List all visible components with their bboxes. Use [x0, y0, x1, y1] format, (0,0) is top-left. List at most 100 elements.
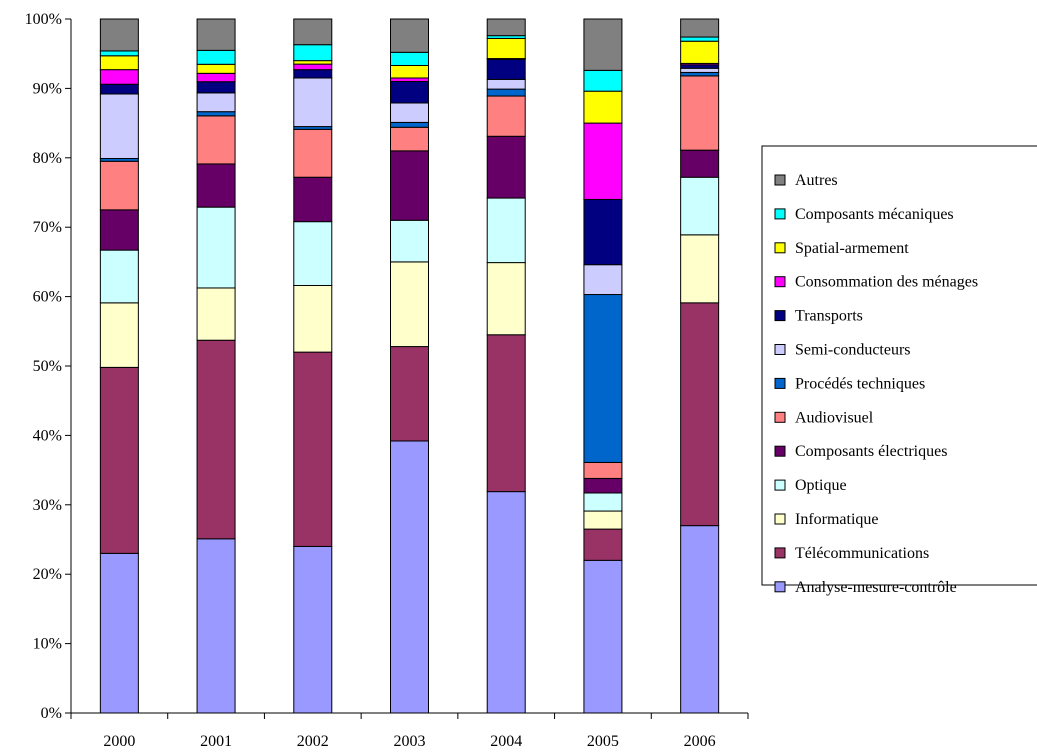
bar-segment [390, 219, 429, 263]
legend-label: Composants mécaniques [795, 206, 954, 223]
axes-layer: 0%10%20%30%40%50%60%70%80%90%100% 2000 20… [25, 11, 749, 750]
legend: Autres Composants mécaniques Spatial-armem… [761, 145, 1037, 596]
legend-swatch [774, 411, 786, 423]
bar-segment [99, 50, 139, 57]
bar-segment [293, 60, 333, 65]
legend-box [761, 145, 1037, 586]
legend-label: Analyse-mesure-contrôle [795, 579, 957, 596]
bar-segment [680, 302, 720, 527]
legend-label: Composants électriques [795, 443, 947, 460]
bar-segment [486, 135, 526, 199]
bar-segment [583, 492, 623, 512]
bar-segment [680, 149, 720, 178]
y-tick-label: 50% [33, 358, 62, 375]
bar-segment [99, 249, 139, 304]
bars-layer [99, 18, 720, 714]
y-tick-label: 40% [33, 427, 62, 444]
bar-segment [196, 18, 236, 51]
bar-segment [583, 559, 623, 714]
y-tick-label: 0% [41, 705, 62, 722]
legend-label: Audiovisuel [795, 409, 874, 426]
legend-label: Transports [795, 308, 863, 325]
bar-segment [486, 58, 526, 80]
bar-segment [486, 262, 526, 336]
bar-segment [680, 234, 720, 304]
bar-segment [293, 69, 333, 79]
bar-segment [486, 334, 526, 493]
bar-segment [99, 83, 139, 95]
bar-segment [293, 18, 333, 46]
bar-segment [390, 51, 429, 66]
y-tick-label: 100% [25, 11, 62, 28]
y-tick-label: 90% [33, 80, 62, 97]
bar-segment [680, 75, 720, 151]
legend-swatch [774, 479, 786, 491]
legend-swatch [774, 513, 786, 525]
y-ticks: 0% 10% 20% 30% 40% 50% 60% 70% 80% 90% 100% [25, 11, 71, 722]
bar-segment [99, 160, 139, 211]
bar-segment [680, 67, 720, 73]
legend-swatch [774, 208, 786, 220]
x-tick-label: 2001 [200, 733, 232, 750]
bar-segment [99, 18, 139, 52]
legend-label: Consommation des ménages [795, 274, 978, 291]
bar-segment [196, 81, 236, 94]
bar-segment [583, 90, 623, 124]
x-tick-label: 2005 [587, 733, 619, 750]
x-tick-label: 2004 [490, 733, 522, 750]
bar-segment [390, 121, 429, 128]
bar-segment [583, 528, 623, 561]
bar-segment [390, 80, 429, 104]
bar-segment [583, 510, 623, 530]
bar-segment [583, 69, 623, 92]
bar-segment [486, 88, 526, 97]
x-tick-label: 2003 [394, 733, 426, 750]
bar-segment [99, 55, 139, 71]
x-tick-label: 2000 [103, 733, 135, 750]
legend-label: Autres [795, 172, 838, 189]
bar-segment [99, 93, 139, 159]
legend-label: Semi-conducteurs [795, 342, 911, 359]
y-tick-label: 10% [33, 636, 62, 653]
bar-segment [196, 287, 236, 341]
bar-segment [293, 63, 333, 71]
bar-segment [390, 440, 429, 714]
legend-label: Procédés techniques [795, 375, 925, 392]
bar-segment [680, 36, 720, 42]
legend-label: Informatique [795, 511, 879, 528]
bar-segment [583, 477, 623, 494]
legend-swatch [774, 174, 786, 186]
bar-segment [196, 111, 236, 117]
y-tick-label: 70% [33, 219, 62, 236]
bar-segment [196, 163, 236, 208]
bar-segment [390, 150, 429, 221]
bar-segment [196, 206, 236, 289]
bar-segment [99, 302, 139, 368]
x-tick-label: 2002 [297, 733, 329, 750]
bar-segment [390, 64, 429, 79]
bar-segment [680, 40, 720, 64]
bar-segment [583, 264, 623, 296]
bar-segment [293, 351, 333, 547]
x-ticks: 2000 2001 2002 2003 2004 2005 2006 [70, 713, 749, 750]
bar-segment [680, 64, 720, 69]
bar-segment [99, 209, 139, 251]
bar-segment [390, 126, 429, 152]
bar-segment [680, 71, 720, 77]
bar-segment [196, 339, 236, 540]
bar-segment [680, 176, 720, 236]
bar-segment [293, 545, 333, 714]
legend-swatch [774, 276, 786, 288]
bar-segment [390, 261, 429, 348]
bar-segment [196, 115, 236, 165]
bar-segment [583, 122, 623, 200]
bar-segment [680, 18, 720, 38]
bar-segment [196, 49, 236, 65]
bar-segment [680, 525, 720, 714]
legend-swatch [774, 547, 786, 559]
legend-swatch [774, 344, 786, 355]
bar-segment [583, 198, 623, 266]
legend-swatch [774, 445, 786, 457]
bar-segment [583, 461, 623, 479]
